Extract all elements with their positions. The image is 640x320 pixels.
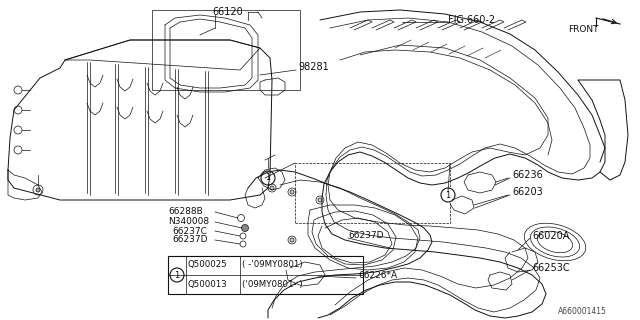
Circle shape (14, 106, 22, 114)
Text: 66288B: 66288B (168, 207, 203, 217)
Bar (152, 10, 300, 90)
Circle shape (318, 198, 322, 202)
Circle shape (33, 185, 43, 195)
Text: 1: 1 (266, 173, 271, 182)
Text: 1: 1 (445, 190, 451, 199)
Circle shape (240, 241, 246, 247)
Text: 98281: 98281 (298, 62, 329, 72)
Circle shape (270, 186, 274, 190)
Circle shape (240, 233, 246, 239)
Circle shape (316, 196, 324, 204)
Circle shape (14, 126, 22, 134)
Text: 1: 1 (174, 270, 180, 279)
Text: 66237D: 66237D (348, 230, 383, 239)
Text: Q500013: Q500013 (188, 279, 228, 289)
Text: 66226*A: 66226*A (358, 271, 397, 281)
Text: 66236: 66236 (512, 170, 543, 180)
Text: 66237D: 66237D (172, 236, 207, 244)
Bar (295, 163, 450, 223)
Circle shape (170, 268, 184, 282)
Text: A660001415: A660001415 (558, 308, 607, 316)
Circle shape (290, 190, 294, 194)
Text: 66120: 66120 (212, 7, 243, 17)
Text: ('09MY0801- ): ('09MY0801- ) (242, 279, 303, 289)
Text: ( -'09MY0801): ( -'09MY0801) (242, 260, 303, 269)
Circle shape (288, 188, 296, 196)
Text: Q500025: Q500025 (188, 260, 228, 269)
Text: 66020A: 66020A (532, 231, 570, 241)
Text: FRONT: FRONT (568, 26, 598, 35)
Circle shape (441, 188, 455, 202)
Circle shape (268, 184, 276, 192)
Circle shape (14, 146, 22, 154)
Circle shape (288, 236, 296, 244)
Circle shape (14, 86, 22, 94)
Text: 66237C: 66237C (172, 227, 207, 236)
Text: 66203: 66203 (512, 187, 543, 197)
Text: 66253C: 66253C (532, 263, 570, 273)
Circle shape (290, 238, 294, 242)
Bar (168, 256, 363, 294)
Circle shape (241, 225, 248, 231)
Text: FIG.660-2: FIG.660-2 (448, 15, 495, 25)
Text: N340008: N340008 (168, 217, 209, 226)
Circle shape (36, 188, 40, 192)
Circle shape (261, 171, 275, 185)
Circle shape (237, 214, 244, 221)
